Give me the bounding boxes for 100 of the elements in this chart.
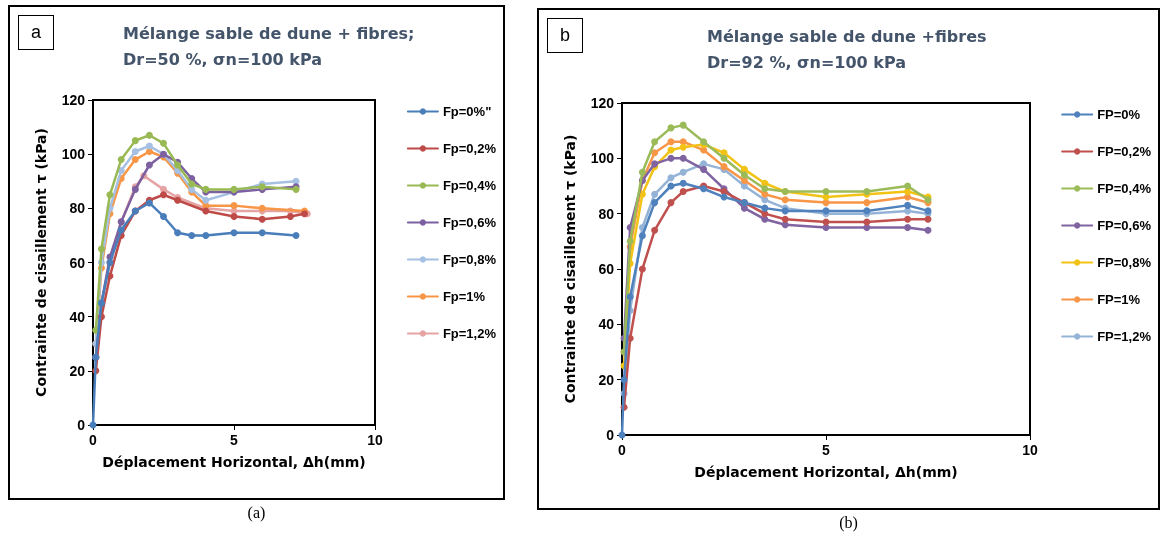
legend-label: Fp=0,4% (442, 178, 497, 193)
chart-title: Mélange sable de dune +fibres Dr=92 %, σn=100 kPa (707, 26, 987, 72)
point (740, 204, 748, 212)
y-tick-label: 20 (69, 362, 86, 379)
point (638, 232, 646, 240)
point (160, 212, 167, 220)
point (904, 182, 912, 190)
point (286, 212, 294, 220)
point (145, 131, 153, 139)
legend-label: FP=0,6% (1097, 218, 1152, 233)
legend-label: Fp=1,2% (442, 326, 497, 341)
point (651, 149, 659, 157)
x-tick-label: 5 (230, 432, 239, 448)
text: b (547, 18, 584, 53)
x-tick-label: 5 (822, 442, 831, 458)
point (160, 139, 167, 147)
point (667, 174, 675, 182)
point (651, 190, 659, 198)
y-axis-title: Contrainte de cisaillement τ (kPa) (562, 134, 578, 404)
point (202, 231, 210, 239)
y-tick-label: 100 (590, 150, 615, 167)
point (97, 245, 105, 253)
point (651, 199, 659, 207)
y-tick-label: 20 (598, 371, 615, 388)
y-tick-label: 100 (61, 146, 86, 163)
point (924, 226, 932, 234)
legend-label: FP=0,4% (1097, 181, 1152, 196)
legend-label: Fp=0,8% (442, 252, 497, 267)
point (679, 179, 687, 187)
legend-label: Fp=0,6% (442, 215, 497, 230)
y-tick-label: 40 (69, 308, 86, 325)
point (131, 156, 139, 164)
point (638, 168, 646, 176)
point (626, 293, 634, 301)
point (202, 196, 210, 204)
point (258, 215, 266, 223)
point (740, 171, 748, 179)
legend-label: Fp=0%" (442, 104, 492, 119)
legend-label: FP=0,8% (1097, 255, 1152, 270)
text: (b) (838, 514, 859, 532)
point (145, 161, 153, 169)
legend-label: FP=0% (1097, 107, 1141, 122)
chart-title: Mélange sable de dune + fibres; Dr=50 %, σn=100 kPa (123, 23, 415, 69)
point (679, 154, 687, 162)
point (258, 229, 266, 237)
y-tick-label: 120 (590, 95, 615, 111)
point (863, 218, 871, 226)
point (667, 138, 675, 146)
point (904, 193, 912, 201)
x-tick-label: 10 (1022, 442, 1038, 458)
point (638, 265, 646, 273)
point (904, 215, 912, 223)
point (651, 138, 659, 146)
point (679, 121, 687, 129)
point (904, 201, 912, 209)
point (131, 147, 139, 155)
text: (a) (246, 504, 267, 522)
legend-label: FP=0,2% (1097, 144, 1152, 159)
legend-label: Fp=1% (442, 289, 486, 304)
x-tick-label: 0 (89, 432, 98, 448)
y-tick-label: 0 (77, 417, 86, 433)
x-axis-title: Déplacement Horizontal, Δh(mm) (694, 464, 958, 480)
point (781, 215, 789, 223)
point (679, 168, 687, 176)
point (188, 180, 196, 188)
y-axis-title: Contrainte de cisaillement τ (kPa) (33, 128, 49, 397)
legend-label: FP=1% (1097, 292, 1141, 307)
point (720, 154, 728, 162)
point (626, 237, 634, 245)
point (292, 231, 300, 239)
y-tick-label: 60 (598, 261, 615, 277)
point (761, 185, 769, 193)
point (740, 182, 748, 190)
legend-label: Fp=0,2% (442, 141, 497, 156)
point (679, 188, 687, 196)
x-tick-label: 0 (618, 442, 627, 458)
point (160, 191, 167, 199)
point (651, 226, 659, 234)
point (145, 142, 153, 150)
point (781, 196, 789, 204)
point (230, 212, 238, 220)
point (761, 204, 769, 212)
x-axis-title: Déplacement Horizontal, Δh(mm) (102, 454, 366, 470)
legend-label: FP=1,2% (1097, 329, 1152, 344)
point (822, 188, 830, 196)
point (188, 231, 196, 239)
x-tick-label: 10 (367, 432, 383, 448)
point (904, 224, 912, 231)
point (174, 229, 182, 237)
text: a (18, 15, 55, 50)
point (863, 224, 871, 231)
point (667, 199, 675, 207)
point (822, 224, 830, 231)
y-tick-label: 120 (61, 92, 86, 108)
point (230, 229, 238, 237)
point (700, 160, 708, 168)
point (131, 137, 139, 145)
point (106, 191, 114, 199)
point (667, 154, 675, 162)
point (863, 199, 871, 207)
